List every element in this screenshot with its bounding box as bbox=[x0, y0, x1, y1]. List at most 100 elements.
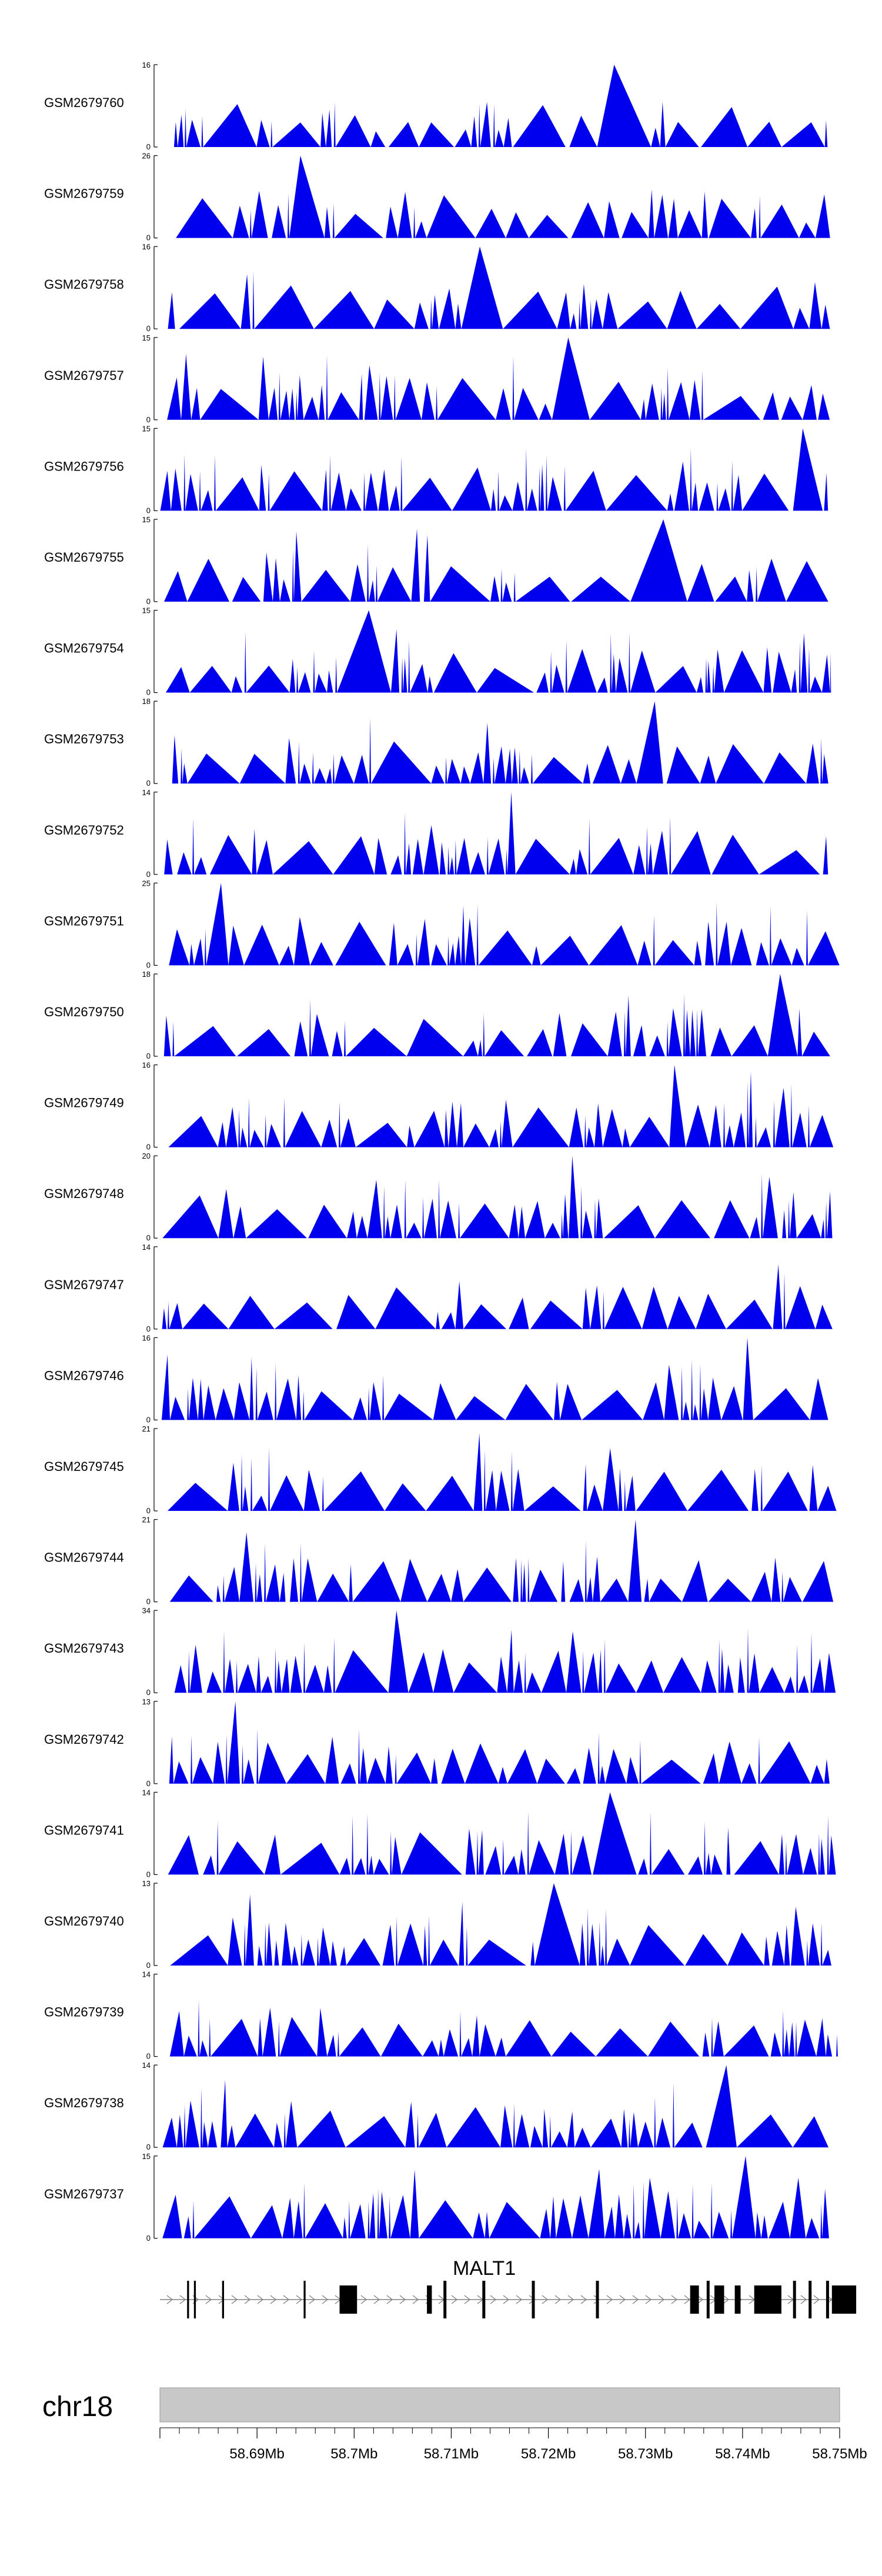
y-min-label: 0 bbox=[146, 1779, 151, 1788]
y-min-label: 0 bbox=[146, 1233, 151, 1242]
exon bbox=[690, 2285, 699, 2314]
strand-arrow bbox=[464, 2295, 471, 2304]
coverage-signal bbox=[167, 337, 830, 420]
strand-arrow bbox=[503, 2295, 510, 2304]
coverage-track: GSM2679738 14 0 bbox=[44, 2061, 829, 2151]
exon bbox=[831, 2285, 857, 2314]
y-min-label: 0 bbox=[146, 415, 151, 424]
y-min-label: 0 bbox=[146, 2052, 151, 2061]
y-max-label: 15 bbox=[142, 2152, 151, 2161]
strand-arrow bbox=[309, 2295, 316, 2304]
coverage-track: GSM2679747 14 0 bbox=[44, 1243, 833, 1333]
track-label: GSM2679743 bbox=[44, 1641, 124, 1656]
strand-arrow bbox=[270, 2295, 277, 2304]
strand-arrow bbox=[580, 2295, 587, 2304]
strand-arrow bbox=[554, 2295, 562, 2304]
strand-arrow bbox=[619, 2295, 626, 2304]
coverage-track: GSM2679746 16 0 bbox=[44, 1333, 828, 1424]
genome-axis: 58.69Mb 58.7Mb 58.71Mb 58.72Mb 58.73Mb 58.74M… bbox=[159, 2427, 867, 2462]
strand-arrow bbox=[257, 2295, 264, 2304]
y-max-label: 16 bbox=[142, 61, 151, 69]
coverage-signal bbox=[162, 1156, 833, 1239]
exon bbox=[808, 2281, 812, 2318]
x-tick-label: 58.72Mb bbox=[521, 2446, 576, 2462]
strand-arrow bbox=[800, 2295, 807, 2304]
track-label: GSM2679754 bbox=[44, 641, 124, 656]
strand-arrow bbox=[490, 2295, 497, 2304]
coverage-signal bbox=[172, 701, 828, 784]
coverage-track: GSM2679744 21 0 bbox=[44, 1516, 834, 1606]
strand-arrow bbox=[684, 2295, 691, 2304]
y-min-label: 0 bbox=[146, 2234, 151, 2243]
y-min-label: 0 bbox=[146, 1870, 151, 1878]
y-max-label: 34 bbox=[142, 1606, 151, 1615]
coverage-signal bbox=[168, 1792, 836, 1875]
exon bbox=[339, 2285, 358, 2314]
y-max-label: 14 bbox=[142, 1243, 151, 1252]
exon bbox=[734, 2285, 741, 2314]
exon bbox=[303, 2281, 306, 2318]
y-min-label: 0 bbox=[146, 597, 151, 606]
coverage-track: GSM2679739 14 0 bbox=[44, 1970, 838, 2061]
y-max-label: 14 bbox=[142, 2061, 151, 2070]
coverage-signal bbox=[169, 1701, 830, 1784]
strand-arrow bbox=[697, 2295, 704, 2304]
gene-label: MALT1 bbox=[453, 2257, 516, 2280]
coverage-signal bbox=[166, 610, 831, 693]
strand-arrow bbox=[723, 2295, 730, 2304]
strand-arrow bbox=[386, 2295, 393, 2304]
coverage-signal bbox=[168, 1065, 834, 1147]
track-label: GSM2679753 bbox=[44, 732, 124, 746]
y-min-label: 0 bbox=[146, 960, 151, 969]
y-min-label: 0 bbox=[146, 1961, 151, 1970]
y-max-label: 15 bbox=[142, 606, 151, 615]
track-label: GSM2679757 bbox=[44, 368, 124, 383]
exon bbox=[826, 2281, 829, 2318]
strand-arrow bbox=[606, 2295, 613, 2304]
y-max-label: 20 bbox=[142, 1152, 151, 1160]
coverage-track: GSM2679741 14 0 bbox=[44, 1788, 836, 1878]
y-max-label: 15 bbox=[142, 424, 151, 433]
coverage-signal bbox=[173, 65, 828, 147]
y-min-label: 0 bbox=[146, 1143, 151, 1152]
strand-arrow bbox=[399, 2295, 406, 2304]
strand-arrow bbox=[542, 2295, 549, 2304]
y-min-label: 0 bbox=[146, 1688, 151, 1697]
strand-arrow bbox=[373, 2295, 380, 2304]
exon bbox=[427, 2285, 432, 2314]
y-min-label: 0 bbox=[146, 506, 151, 515]
track-label: GSM2679742 bbox=[44, 1732, 124, 1747]
y-min-label: 0 bbox=[146, 1052, 151, 1060]
strand-arrow bbox=[593, 2295, 600, 2304]
strand-arrow bbox=[632, 2295, 639, 2304]
strand-arrow bbox=[360, 2295, 368, 2304]
exon bbox=[193, 2281, 196, 2318]
coverage-tracks: GSM2679760160GSM2679759260GSM2679758160G… bbox=[44, 61, 840, 2243]
y-max-label: 21 bbox=[142, 1516, 151, 1524]
coverage-track: GSM2679753 18 0 bbox=[44, 697, 828, 788]
coverage-track: GSM2679757 15 0 bbox=[44, 333, 830, 424]
coverage-track: GSM2679755 15 0 bbox=[44, 515, 828, 606]
strand-arrow bbox=[231, 2295, 238, 2304]
strand-arrow bbox=[658, 2295, 665, 2304]
track-label: GSM2679756 bbox=[44, 459, 124, 473]
y-min-label: 0 bbox=[146, 1597, 151, 1606]
strand-arrow bbox=[412, 2295, 419, 2304]
exon bbox=[482, 2281, 486, 2318]
strand-arrow bbox=[179, 2295, 186, 2304]
chromosome-label: chr18 bbox=[42, 2391, 113, 2422]
track-label: GSM2679744 bbox=[44, 1550, 124, 1565]
coverage-track: GSM2679745 21 0 bbox=[44, 1424, 837, 1515]
gene-track: MALT1 bbox=[160, 2257, 857, 2318]
coverage-track: GSM2679740 13 0 bbox=[44, 1879, 831, 1970]
y-max-label: 25 bbox=[142, 879, 151, 887]
track-label: GSM2679747 bbox=[44, 1277, 124, 1292]
y-min-label: 0 bbox=[146, 688, 151, 697]
y-max-label: 18 bbox=[142, 697, 151, 706]
y-min-label: 0 bbox=[146, 779, 151, 788]
track-label: GSM2679750 bbox=[44, 1005, 124, 1019]
exon bbox=[596, 2281, 599, 2318]
y-max-label: 14 bbox=[142, 1788, 151, 1797]
y-max-label: 14 bbox=[142, 1970, 151, 1979]
